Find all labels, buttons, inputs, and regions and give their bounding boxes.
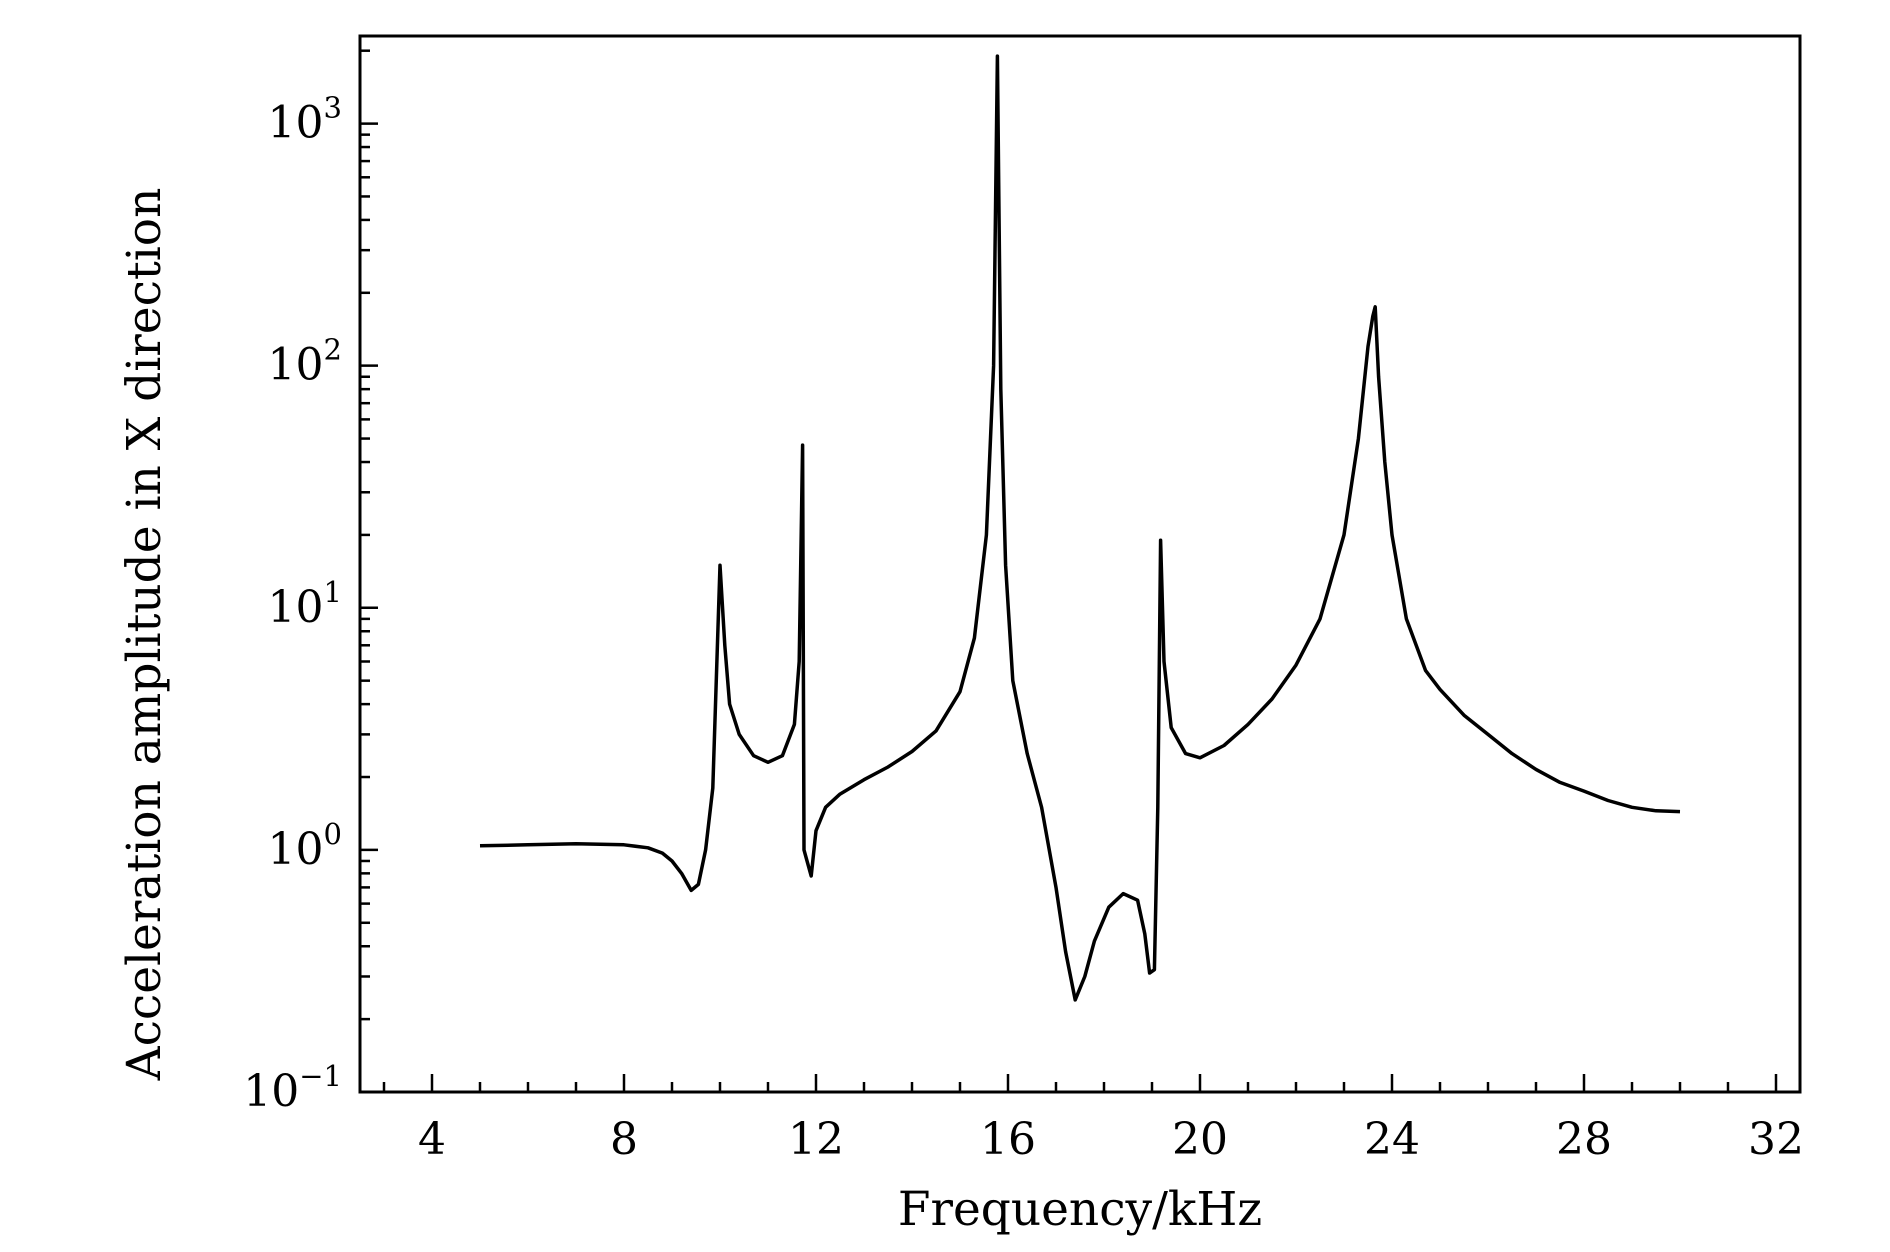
x-tick-label: 28 <box>1556 1114 1612 1165</box>
plot-frame <box>358 34 1802 1094</box>
x-tick-label: 24 <box>1364 1114 1420 1165</box>
y-axis-ticks: 10−1 100 101 102 103 <box>243 49 378 1117</box>
y-tick-label: 101 <box>268 575 342 633</box>
x-tick-label: 20 <box>1172 1114 1228 1165</box>
x-tick-label: 32 <box>1748 1114 1804 1165</box>
y-tick-label: 100 <box>268 817 342 875</box>
x-tick-label: 12 <box>788 1114 844 1165</box>
y-tick-label: 103 <box>268 91 342 149</box>
y-tick-label: 10−1 <box>243 1059 342 1117</box>
x-tick-label: 8 <box>610 1114 638 1165</box>
x-axis-ticks: 4 8 12 16 20 24 28 32 <box>382 1074 1804 1165</box>
y-tick-label: 102 <box>268 333 342 391</box>
series-layer <box>479 54 1681 1002</box>
y-axis-label: Acceleration amplitude in X direction <box>117 188 172 1082</box>
x-axis-label: Frequency/kHz <box>898 1182 1262 1237</box>
x-tick-label: 4 <box>418 1114 446 1165</box>
series-line <box>479 54 1681 1002</box>
x-tick-label: 16 <box>980 1114 1036 1165</box>
